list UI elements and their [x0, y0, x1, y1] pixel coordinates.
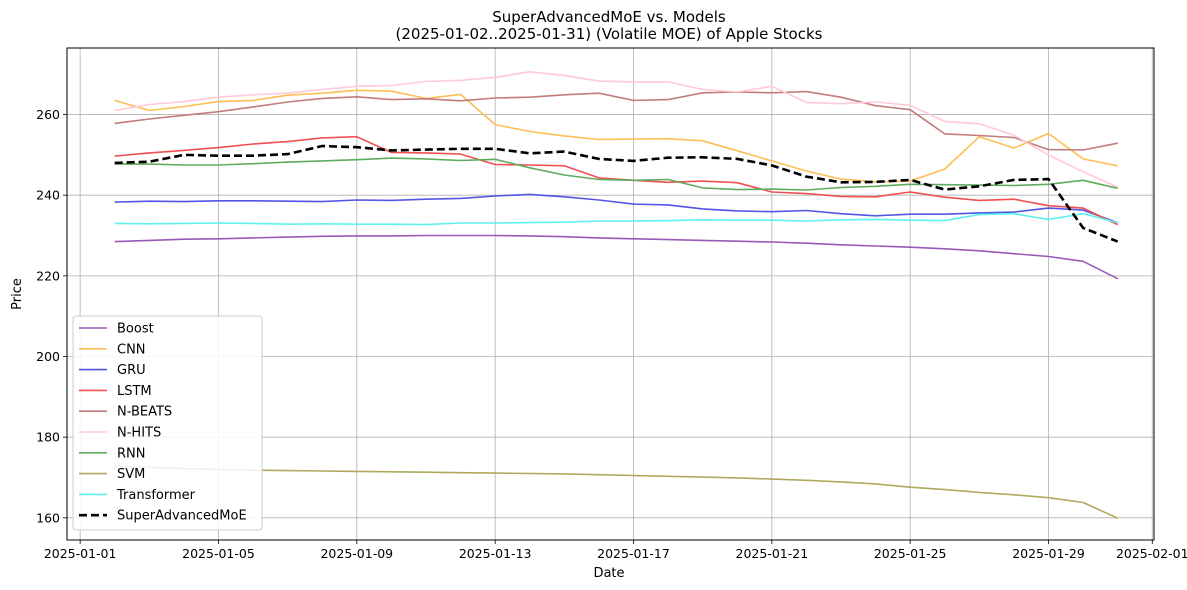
x-tick-label: 2025-01-17 — [597, 546, 670, 561]
x-tick-label: 2025-01-01 — [44, 546, 117, 561]
series-line-rnn — [114, 157, 1118, 191]
chart-subtitle: (2025-01-02..2025-01-31) (Volatile MOE) … — [396, 25, 823, 43]
y-tick-label: 220 — [36, 268, 60, 283]
x-tick-label: 2025-01-05 — [182, 546, 255, 561]
plot-frame — [66, 47, 1155, 541]
x-tick-label: 2025-01-25 — [874, 546, 947, 561]
y-tick-label: 160 — [36, 510, 60, 525]
legend-entry: SVM — [117, 467, 145, 482]
y-tick-label: 240 — [36, 188, 60, 203]
y-axis-ticks: 160 180 200 220 240 260 — [36, 107, 67, 525]
legend-entry: LSTM — [117, 384, 152, 399]
series-line-transformer — [114, 212, 1118, 226]
legend-entry: N-BEATS — [117, 405, 172, 420]
x-axis-ticks: 2025-01-01 2025-01-05 2025-01-09 2025-01-13… — [44, 540, 1187, 561]
series-line-boost — [114, 234, 1119, 280]
legend-box — [72, 315, 263, 531]
x-tick-label: 2025-01-29 — [1012, 546, 1085, 561]
legend-entry: CNN — [117, 342, 146, 357]
series-line-gru — [114, 193, 1118, 224]
x-tick-label: 2025-01-21 — [736, 546, 809, 561]
legend-entry: SuperAdvancedMoE — [117, 509, 247, 524]
legend-entry: Boost — [117, 322, 154, 337]
series-line-svm — [114, 465, 1119, 519]
series-line-cnn — [114, 89, 1118, 183]
x-axis-label: Date — [593, 566, 624, 581]
x-tick-label: 2025-01-13 — [459, 546, 532, 561]
x-tick-label: 2025-02-01 — [1116, 546, 1187, 561]
legend-entry: GRU — [117, 363, 146, 378]
y-axis-label: Price — [10, 278, 25, 310]
legend-entry: N-HITS — [117, 426, 161, 441]
series-line-n-beats — [114, 90, 1118, 151]
legend: Boost CNN GRU LSTM N-BEATS N-HITS RNN SVM Transf… — [72, 315, 263, 531]
y-tick-label: 200 — [36, 349, 60, 364]
y-tick-label: 260 — [36, 107, 60, 122]
legend-entry: RNN — [117, 446, 145, 461]
series-line-n-hits — [114, 71, 1119, 188]
legend-entry: Transformer — [116, 488, 196, 503]
y-tick-label: 180 — [36, 430, 60, 445]
chart-title: SuperAdvancedMoE vs. Models — [492, 8, 726, 26]
x-tick-label: 2025-01-09 — [320, 546, 393, 561]
series-layer — [114, 71, 1119, 519]
series-line-superadvancedmoe — [114, 144, 1119, 243]
